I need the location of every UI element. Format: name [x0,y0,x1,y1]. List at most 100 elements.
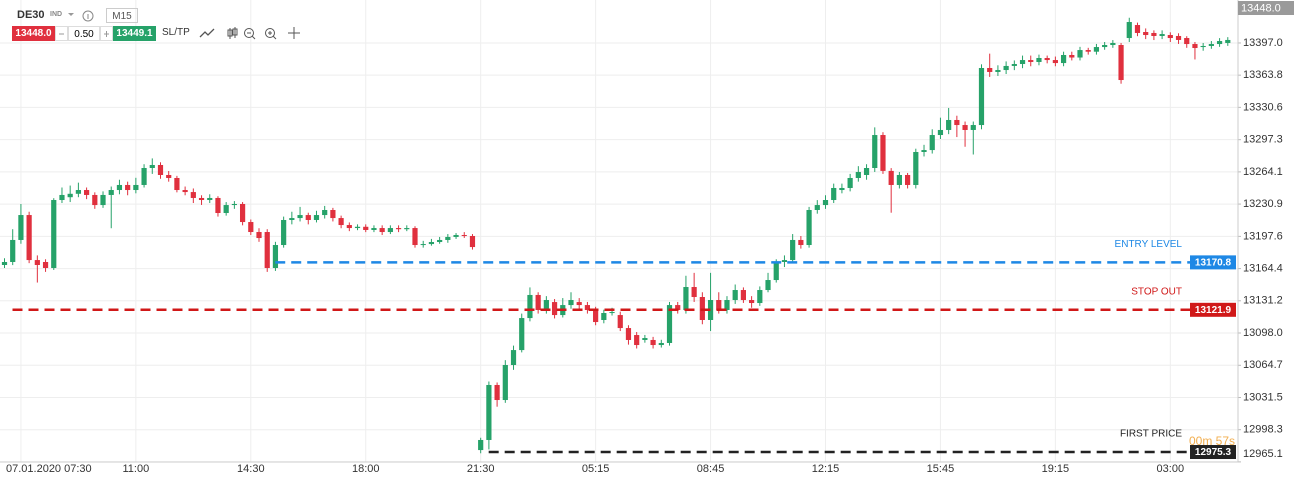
candle-body [995,70,1001,72]
candle-body [1216,41,1223,45]
x-tick-label: 07.01.2020 07:30 [6,463,92,475]
candle-body [987,67,993,72]
level-badge-label: 13121.9 [1195,305,1232,316]
level-badge-label: 13170.8 [1195,258,1232,269]
candle-body [108,190,114,195]
candle-body [264,232,270,269]
candle-body [305,215,311,220]
x-tick-label: 12:15 [812,463,840,475]
minus-button[interactable] [55,26,68,41]
candle-body [798,239,804,246]
y-tick-label: 13197.6 [1243,230,1283,242]
ask-button[interactable]: 13449.1 [113,26,156,41]
candle-tool[interactable] [227,27,238,39]
y-tick-label: 13031.5 [1243,391,1283,403]
candle-body [510,350,517,366]
level-badge-label: 12975.3 [1195,447,1232,458]
tool-icons[interactable] [198,25,308,43]
candle-body [100,194,106,206]
candle-body [1093,47,1100,52]
candle-body [1184,38,1190,45]
candle-body [724,300,730,311]
y-tick-label: 13264.1 [1243,166,1283,178]
candle-body [1028,60,1034,62]
level-badge [1190,255,1236,270]
spread[interactable]: 0.50 [68,26,100,41]
candle-body [198,197,205,201]
zoom-in[interactable] [265,28,277,40]
candle-body [1019,60,1026,65]
y-tick-label: 13164.4 [1243,262,1283,274]
symbol[interactable]: DE30 [17,9,45,21]
bid-button[interactable]: 13448.0 [12,26,55,41]
candle-body [905,174,911,185]
candle-body [625,328,632,340]
candle-body [609,312,615,314]
candle-body [338,218,344,226]
zoom-out[interactable] [244,28,256,40]
candle-body [666,305,673,343]
candle-body [749,300,755,304]
candle-body [970,125,976,130]
candle-body [1085,50,1091,52]
candle-body [453,235,459,237]
level-name: STOP OUT [1131,286,1182,297]
candle-body [1102,45,1108,48]
candle-body [699,297,705,320]
line-tool[interactable] [199,28,215,38]
candle-body [551,302,558,316]
candle-body [658,342,664,346]
candle-body [174,177,180,191]
candle-body [1159,34,1165,36]
candle-body [642,338,648,340]
candle-body [707,300,714,320]
candle-body [650,339,656,346]
dropdown-arrow[interactable] [68,13,74,16]
y-tick-label: 12965.1 [1243,448,1283,460]
candle-body [272,245,279,269]
candle-body [732,290,738,301]
candle-body [773,261,779,281]
candle-body [51,200,57,269]
candle-body [125,184,131,191]
candle-body [26,215,32,261]
candle-body [1069,54,1075,58]
toolbar-icons[interactable] [66,10,106,24]
candle-body [896,174,902,185]
candle-body [404,228,410,230]
minus-icon [59,33,64,35]
candle-body [461,235,467,237]
move-tool[interactable] [288,27,300,39]
candle-body [166,174,172,178]
candle-body [486,384,492,440]
candle-body [1225,39,1231,43]
x-tick-label: 03:00 [1157,463,1185,475]
sltp-button[interactable]: SL/TP [162,27,190,38]
candle-body [576,302,582,306]
candle-body [740,290,746,301]
candle-body [141,168,147,185]
candle-body [765,280,771,291]
candle-body [437,239,443,243]
candle-body [297,215,303,219]
candle-body [937,129,944,136]
candle-body [42,261,49,269]
plus-button[interactable] [100,26,113,41]
x-tick-label: 18:00 [352,463,380,475]
candle-body [1200,45,1206,48]
candle-body [535,294,541,311]
candle-body [593,310,599,323]
candle-body [978,67,985,126]
info-icon[interactable] [82,10,94,22]
timeframe[interactable]: M15 [106,8,138,23]
candle-body [1175,35,1182,40]
candle-body [831,187,837,201]
x-tick-label: 05:15 [582,463,610,475]
candle-body [634,335,640,346]
candle-body [1077,50,1083,58]
candle-body [1143,32,1149,36]
candle-body [346,225,352,229]
x-tick-label: 21:30 [467,463,495,475]
y-tick-label: 13363.8 [1243,69,1283,81]
candle-body [67,193,73,198]
